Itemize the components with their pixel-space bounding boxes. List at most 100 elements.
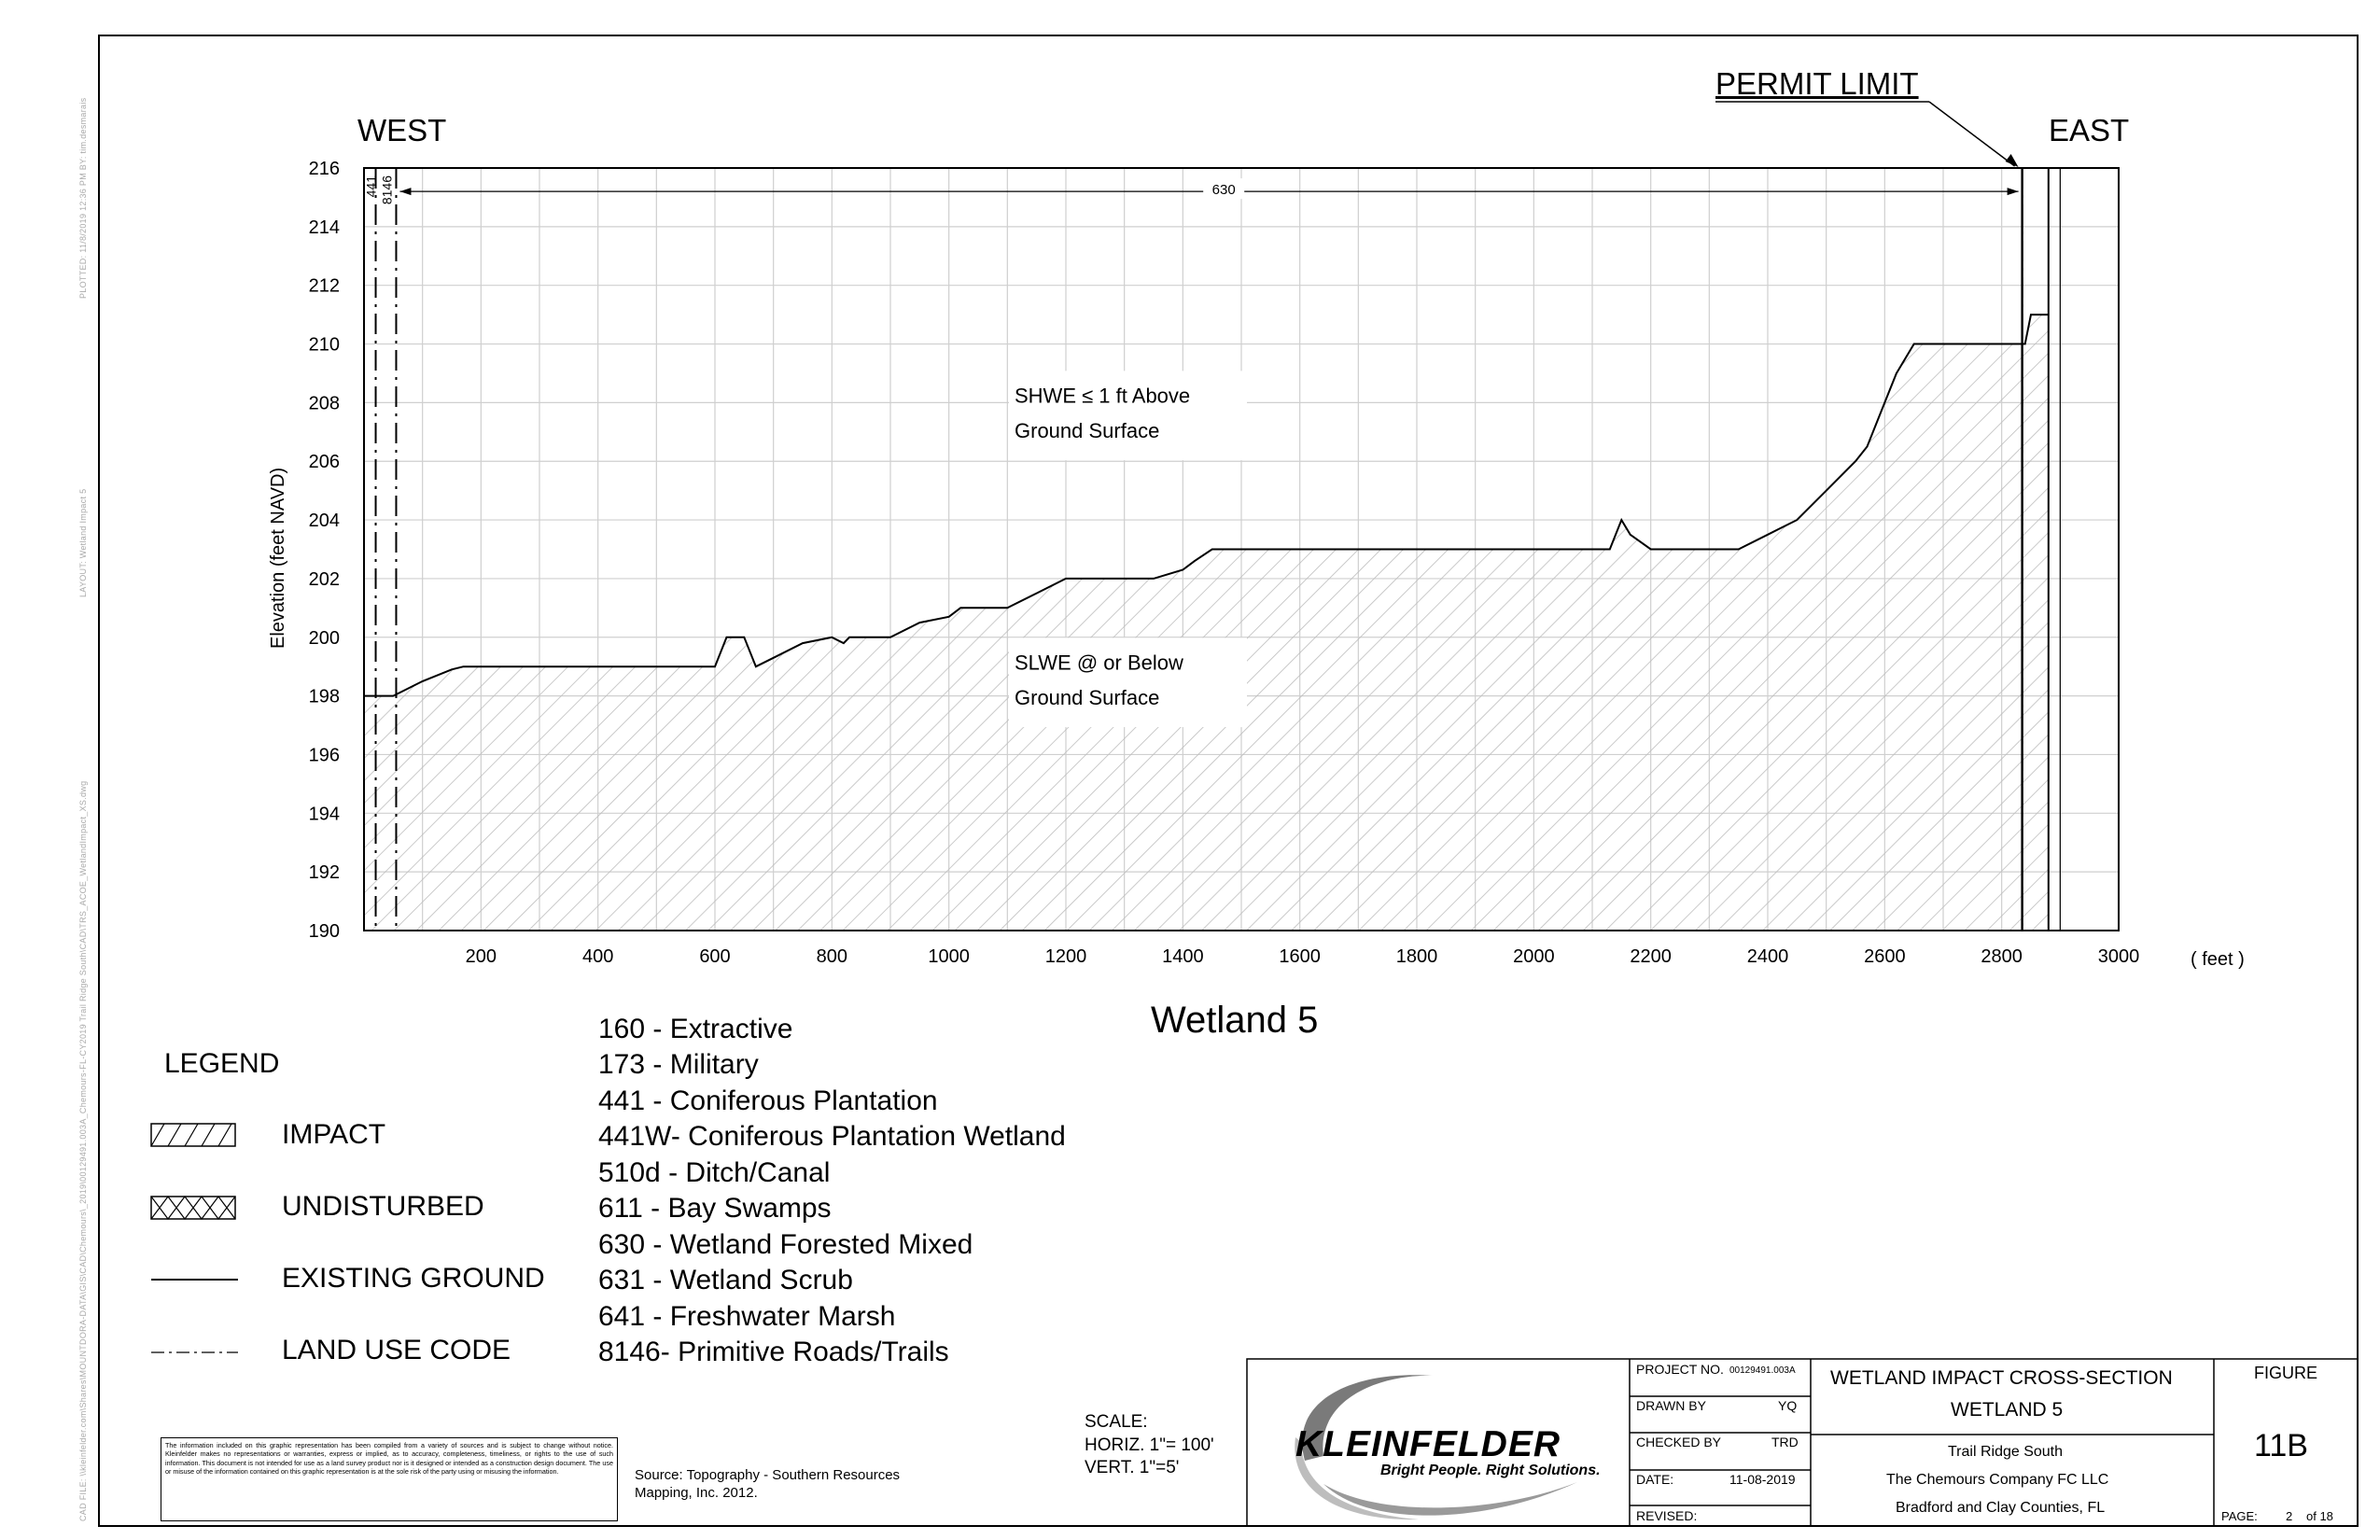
dimension-label: 630 — [1212, 182, 1236, 198]
dimension-arrow-left — [399, 188, 412, 196]
legend-label-existing-ground: EXISTING GROUND — [282, 1263, 545, 1294]
y-tick-label: 196 — [309, 745, 340, 765]
land-use-code: 173 - Military — [598, 1049, 759, 1080]
legend-title: LEGEND — [164, 1048, 280, 1079]
cross-section-plot: 190 192 194 196 198 200 202 204 206 208 210 212 214 2… — [309, 101, 2140, 967]
x-tick-label: 2600 — [1864, 946, 1906, 967]
y-tick-label: 210 — [309, 335, 340, 356]
land-use-code: 510d - Ditch/Canal — [598, 1157, 831, 1188]
y-tick-label: 198 — [309, 687, 340, 707]
land-use-code: 631 - Wetland Scrub — [598, 1265, 853, 1295]
x-tick-label: 2000 — [1513, 946, 1555, 967]
land-use-code: 611 - Bay Swamps — [598, 1193, 832, 1224]
water-level-label: Ground Surface — [1015, 686, 1159, 709]
kleinfelder-logo-mark — [1295, 1375, 1577, 1520]
sheet-border — [98, 35, 2359, 1527]
y-tick-label: 192 — [309, 862, 340, 883]
y-tick-label: 212 — [309, 276, 340, 297]
date-value: 11-08-2019 — [1729, 1472, 1796, 1487]
logo-wordmark: KLEINFELDER — [1295, 1424, 1561, 1464]
water-level-label: SHWE ≤ 1 ft Above — [1015, 384, 1190, 407]
drawing-title-line1: WETLAND IMPACT CROSS-SECTION — [1830, 1367, 2173, 1389]
disclaimer: The information included on this graphic… — [161, 1437, 618, 1521]
drawing-title-line2: WETLAND 5 — [1951, 1399, 2064, 1421]
y-tick-label: 194 — [309, 804, 340, 824]
y-tick-label: 204 — [309, 511, 340, 531]
water-level-label-bg — [1009, 371, 1247, 461]
project-location: Bradford and Clay Counties, FL — [1896, 1500, 2106, 1516]
land-use-code: 641 - Freshwater Marsh — [598, 1301, 896, 1332]
x-tick-label: 1600 — [1279, 946, 1321, 967]
client-name: The Chemours Company FC LLC — [1886, 1472, 2109, 1488]
y-tick-label: 208 — [309, 393, 340, 413]
land-use-code: 441W- Coniferous Plantation Wetland — [598, 1121, 1066, 1152]
scale-label: SCALE: — [1085, 1412, 1148, 1432]
y-tick-label: 190 — [309, 921, 340, 942]
logo-tagline: Bright People. Right Solutions. — [1380, 1463, 1601, 1478]
x-tick-label: 1000 — [928, 946, 970, 967]
page-label: PAGE: — [2221, 1509, 2258, 1523]
plotted-stamp: PLOTTED: 11/8/2019 12:36 PM BY: tim.desm… — [78, 97, 88, 299]
drawn-by-label: DRAWN BY — [1636, 1398, 1706, 1413]
y-axis-label: Elevation (feet NAVD) — [268, 467, 288, 649]
chart-title: Wetland 5 — [1151, 1000, 1319, 1041]
permit-limit-arrowhead — [2005, 154, 2019, 167]
legend-impact-symbol — [150, 1123, 236, 1147]
y-tick-label: 206 — [309, 452, 340, 472]
page-of: of 18 — [2306, 1509, 2333, 1523]
x-tick-label: 1400 — [1162, 946, 1204, 967]
x-tick-label: 400 — [582, 946, 613, 967]
x-tick-label: 200 — [466, 946, 497, 967]
water-level-label-bg — [1009, 637, 1247, 728]
project-no-value: 00129491.003A — [1729, 1365, 1796, 1376]
legend-undisturbed-symbol — [150, 1196, 236, 1220]
dimension-arrow-right — [2007, 188, 2019, 196]
permit-limit-label: PERMIT LIMIT — [1715, 66, 1919, 101]
x-tick-label: 2800 — [1981, 946, 2023, 967]
water-level-label: SLWE @ or Below — [1015, 651, 1183, 674]
cad-file-stamp: CAD FILE: \\kleinfelder.com\Shares\MOUNT… — [78, 780, 88, 1521]
figure-number: 11B — [2254, 1428, 2308, 1463]
page-number: 2 — [2286, 1509, 2293, 1523]
land-use-code-label: 441 — [363, 175, 378, 198]
date-label: DATE: — [1636, 1472, 1674, 1487]
land-use-code: 8146- Primitive Roads/Trails — [598, 1337, 949, 1367]
figure-label: FIGURE — [2254, 1364, 2318, 1382]
x-axis-unit-label: ( feet ) — [2191, 949, 2245, 970]
revised-label: REVISED: — [1636, 1508, 1698, 1523]
east-label: EAST — [2049, 113, 2130, 147]
x-tick-label: 600 — [699, 946, 730, 967]
dimension-label-bg — [1203, 178, 1245, 200]
plot-annotations: 630 SHWE ≤ 1 ft Above Ground Surface SLWE @… — [1009, 178, 1247, 728]
x-tick-label: 3000 — [2098, 946, 2140, 967]
x-tick-label: 1800 — [1396, 946, 1438, 967]
x-tick-labels: 200 400 600 800 1000 1200 1400 1600 1800 2000 2200… — [466, 946, 2140, 967]
impact-area — [364, 315, 2049, 931]
y-tick-label: 202 — [309, 569, 340, 590]
legend-label-undisturbed: UNDISTURBED — [282, 1191, 484, 1222]
scale-vertical: VERT. 1"=5' — [1085, 1458, 1180, 1477]
x-tick-label: 2400 — [1747, 946, 1789, 967]
checked-by-label: CHECKED BY — [1636, 1435, 1722, 1449]
layout-stamp: LAYOUT: Wetland Impact 5 — [78, 488, 88, 597]
permit-limit-leader — [1928, 101, 2016, 167]
x-tick-label: 2200 — [1630, 946, 1672, 967]
land-use-code: 630 - Wetland Forested Mixed — [598, 1229, 973, 1260]
y-tick-label: 214 — [309, 217, 340, 238]
x-tick-label: 1200 — [1045, 946, 1087, 967]
land-use-code: 160 - Extractive — [598, 1014, 793, 1044]
y-tick-label: 216 — [309, 159, 340, 179]
y-tick-label: 200 — [309, 628, 340, 649]
legend-label-impact: IMPACT — [282, 1119, 386, 1150]
land-use-code-label: 8146 — [380, 175, 395, 204]
project-no-label: PROJECT NO. — [1636, 1362, 1724, 1377]
scale-horizontal: HORIZ. 1"= 100' — [1085, 1435, 1214, 1455]
dimension-630: 441 8146 — [363, 175, 2019, 204]
water-level-label: Ground Surface — [1015, 419, 1159, 442]
project-name: Trail Ridge South — [1948, 1444, 2064, 1460]
y-tick-labels: 190 192 194 196 198 200 202 204 206 208 210 212 214 2… — [309, 159, 340, 942]
permit-limit-marker — [1715, 101, 2061, 931]
drawn-by-value: YQ — [1778, 1398, 1798, 1413]
legend-label-land-use-code: LAND USE CODE — [282, 1335, 511, 1365]
